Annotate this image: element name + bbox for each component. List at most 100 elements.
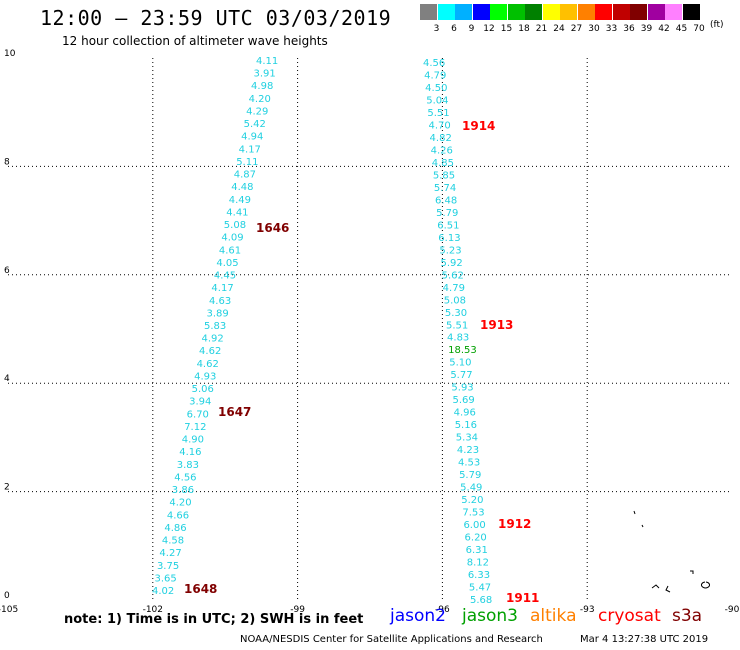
credit-text: NOAA/NESDIS Center for Satellite Applica…	[240, 634, 543, 645]
wave-value-right: 5.10	[449, 358, 471, 369]
wave-value-right: 5.51	[427, 108, 449, 119]
wave-value-left: 4.27	[159, 548, 181, 559]
pass-label-left: 1647	[218, 405, 251, 419]
wave-value-left: 3.75	[157, 561, 179, 572]
wave-value-left: 4.16	[179, 447, 201, 458]
pass-label-right: 1914	[462, 119, 495, 133]
pass-label-right: 1912	[498, 517, 531, 531]
wave-value-right: 6.31	[466, 545, 488, 556]
wave-value-left: 4.09	[221, 233, 243, 244]
wave-value-right: 6.00	[463, 520, 485, 531]
scale-label: 39	[640, 24, 653, 34]
wave-value-left: 3.89	[206, 308, 228, 319]
scale-label: 70	[693, 24, 705, 34]
scale-swatch	[577, 4, 595, 20]
wave-value-right: 5.68	[470, 595, 492, 606]
scale-label: 27	[570, 24, 583, 34]
map-title: 12:00 – 23:59 UTC 03/03/2019	[40, 6, 392, 30]
wave-value-right: 5.04	[426, 95, 448, 106]
scale-swatch	[437, 4, 455, 20]
wave-value-left: 4.49	[229, 195, 251, 206]
wave-value-left: 3.65	[154, 573, 176, 584]
pass-label-right: 1911	[506, 591, 539, 605]
wave-value-left: 3.91	[254, 69, 276, 80]
wave-value-left: 6.70	[187, 409, 209, 420]
wave-value-right: 5.51	[446, 320, 468, 331]
wave-value-left: 4.41	[226, 207, 248, 218]
wave-value-left: 4.92	[202, 334, 224, 345]
wave-value-left: 4.20	[169, 498, 191, 509]
scale-swatch	[472, 4, 490, 20]
wave-value-right: 4.79	[443, 283, 465, 294]
wave-value-left: 4.11	[256, 56, 278, 67]
scale-label: 24	[553, 24, 565, 34]
x-tick-label: -93	[580, 605, 595, 615]
wave-value-left: 4.56	[174, 472, 196, 483]
wave-value-right: 4.96	[454, 408, 476, 419]
wave-value-left: 4.63	[209, 296, 231, 307]
wave-value-left: 4.62	[197, 359, 219, 370]
wave-value-left: 4.87	[234, 170, 256, 181]
scale-label: 30	[588, 24, 600, 34]
wave-value-right: 4.70	[428, 120, 450, 131]
scale-label: 3	[433, 24, 440, 34]
y-tick-label: 8	[4, 157, 10, 167]
wave-value-right: 5.77	[450, 370, 472, 381]
wave-value-left: 5.42	[244, 119, 266, 130]
wave-value-right: 4.85	[432, 158, 454, 169]
wave-value-right: 5.34	[456, 433, 478, 444]
note-text: note: 1) Time is in UTC; 2) SWH is in fe…	[64, 612, 364, 627]
wave-value-right: 4.26	[431, 145, 453, 156]
wave-value-right: 5.30	[445, 308, 467, 319]
legend-cryosat: cryosat	[598, 606, 661, 626]
x-tick-label: -90	[725, 605, 740, 615]
wave-value-left: 4.17	[239, 144, 261, 155]
wave-value-left: 5.83	[204, 321, 226, 332]
y-tick-label: 6	[4, 266, 10, 276]
pass-label-left: 1646	[256, 221, 289, 235]
wave-value-left: 7.12	[184, 422, 206, 433]
wave-value-left: 4.93	[194, 371, 216, 382]
wave-value-right: 4.56	[423, 58, 445, 69]
scale-label: 15	[500, 24, 513, 34]
legend-jason3: jason3	[462, 606, 518, 626]
wave-value-right: 4.82	[430, 133, 452, 144]
scale-swatch	[507, 4, 525, 20]
wave-value-right: 5.85	[433, 170, 455, 181]
scale-label: 21	[535, 24, 548, 34]
wave-value-left: 4.02	[152, 586, 174, 597]
timestamp: Mar 4 13:27:38 UTC 2019	[580, 634, 709, 645]
wave-value-left: 3.86	[172, 485, 194, 496]
wave-value-left: 4.66	[167, 510, 189, 521]
scale-swatch	[665, 4, 682, 20]
wave-value-left: 4.05	[216, 258, 238, 269]
wave-value-right: 5.23	[439, 245, 461, 256]
wave-value-right: 18.53	[448, 345, 477, 356]
map-subtitle: 12 hour collection of altimeter wave hei…	[62, 34, 328, 48]
wave-value-right: 5.79	[459, 470, 481, 481]
wave-value-right: 5.16	[455, 420, 477, 431]
wave-value-right: 6.48	[435, 195, 457, 206]
scale-swatch	[490, 4, 507, 20]
y-tick-label: 2	[4, 483, 10, 493]
wave-value-left: 4.48	[231, 182, 253, 193]
wave-value-left: 4.58	[162, 536, 184, 547]
pass-label-left: 1648	[184, 582, 217, 596]
wave-value-left: 4.20	[249, 94, 271, 105]
x-tick-label: -102	[143, 605, 163, 615]
scale-swatch	[612, 4, 630, 20]
legend-s3a: s3a	[672, 606, 703, 626]
wave-value-right: 8.12	[467, 558, 489, 569]
color-scale-unit: (ft)	[710, 20, 724, 30]
wave-value-right: 6.13	[438, 233, 460, 244]
scale-label: 9	[468, 24, 475, 34]
scale-swatch	[595, 4, 612, 20]
wave-value-right: 6.51	[437, 220, 459, 231]
scale-swatch	[682, 4, 700, 20]
wave-value-left: 4.98	[251, 81, 273, 92]
scale-label: 18	[518, 24, 530, 34]
scale-label: 6	[451, 24, 457, 34]
wave-value-right: 5.69	[453, 395, 475, 406]
scale-swatch	[420, 4, 437, 20]
wave-value-left: 5.11	[236, 157, 258, 168]
